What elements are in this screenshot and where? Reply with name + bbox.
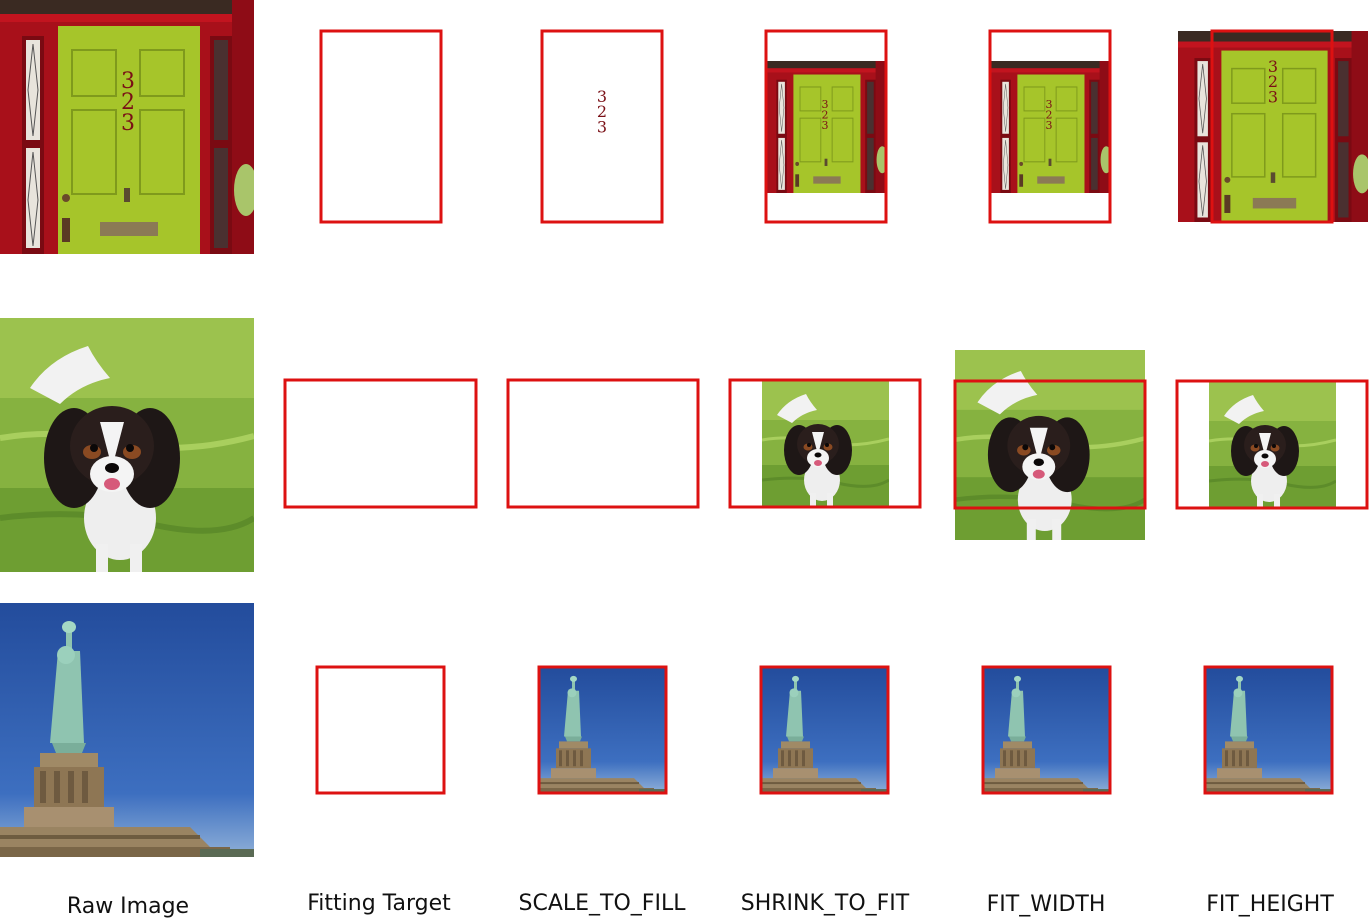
label-fitting-target: Fitting Target	[307, 891, 451, 916]
fitting-target-statue	[315, 665, 446, 795]
label-fit-height: FIT_HEIGHT	[1206, 892, 1334, 917]
fit-height-dog-target	[1175, 379, 1369, 510]
label-fit-width: FIT_WIDTH	[986, 892, 1106, 917]
fit-width-statue-target	[981, 665, 1112, 795]
label-scale-to-fill: SCALE_TO_FILL	[518, 891, 686, 916]
scale-to-fill-statue-target	[537, 665, 668, 795]
fit-width-dog-target	[953, 379, 1147, 510]
shrink-to-fit-dog-target	[728, 378, 922, 509]
shrink-to-fit-dog	[762, 380, 889, 507]
statue-row	[0, 603, 1334, 857]
fit-height-door-target	[1210, 29, 1334, 224]
fit-height-statue	[1205, 667, 1332, 793]
shrink-to-fit-door-target	[764, 29, 888, 224]
door-number-digit: 3	[1046, 98, 1053, 111]
raw-image-statue	[0, 603, 254, 857]
scale-to-fill-statue	[539, 667, 666, 793]
fitting-target-door	[319, 29, 443, 224]
dog-row	[0, 316, 1369, 572]
scale-to-fill-dog	[508, 316, 698, 506]
door-number-digit: 3	[597, 117, 607, 136]
door-number-digit: 2	[1046, 108, 1053, 121]
door-number-digit: 3	[822, 119, 829, 132]
door-number-digit: 2	[1268, 72, 1278, 91]
door-number-digit: 3	[1268, 57, 1278, 76]
door-number-digit: 3	[597, 87, 607, 106]
scale-to-fill-door-target	[540, 29, 664, 224]
door-number-digit: 3	[1268, 87, 1278, 106]
fit-width-dog	[955, 350, 1145, 540]
door-number-digit: 2	[121, 90, 135, 115]
fit-height-statue-target	[1203, 665, 1334, 795]
fit-width-statue	[983, 667, 1110, 793]
door-number-digit: 3	[121, 69, 135, 94]
raw-image-dog	[0, 318, 254, 572]
scale-to-fill-dog-target	[506, 378, 700, 509]
door-number-digit: 3	[121, 111, 135, 136]
fit-width-door-target	[988, 29, 1112, 224]
label-shrink-to-fit: SHRINK_TO_FIT	[740, 891, 910, 916]
fitting-target-dog	[283, 378, 478, 509]
shrink-to-fit-statue	[761, 667, 888, 793]
door-number-digit: 2	[822, 108, 829, 121]
door-number-digit: 3	[822, 98, 829, 111]
shrink-to-fit-statue-target	[759, 665, 890, 795]
label-raw-image: Raw Image	[66, 894, 190, 919]
door-number-digit: 2	[597, 102, 607, 121]
fit-height-dog	[1209, 381, 1336, 508]
door-number-digit: 3	[1046, 119, 1053, 132]
